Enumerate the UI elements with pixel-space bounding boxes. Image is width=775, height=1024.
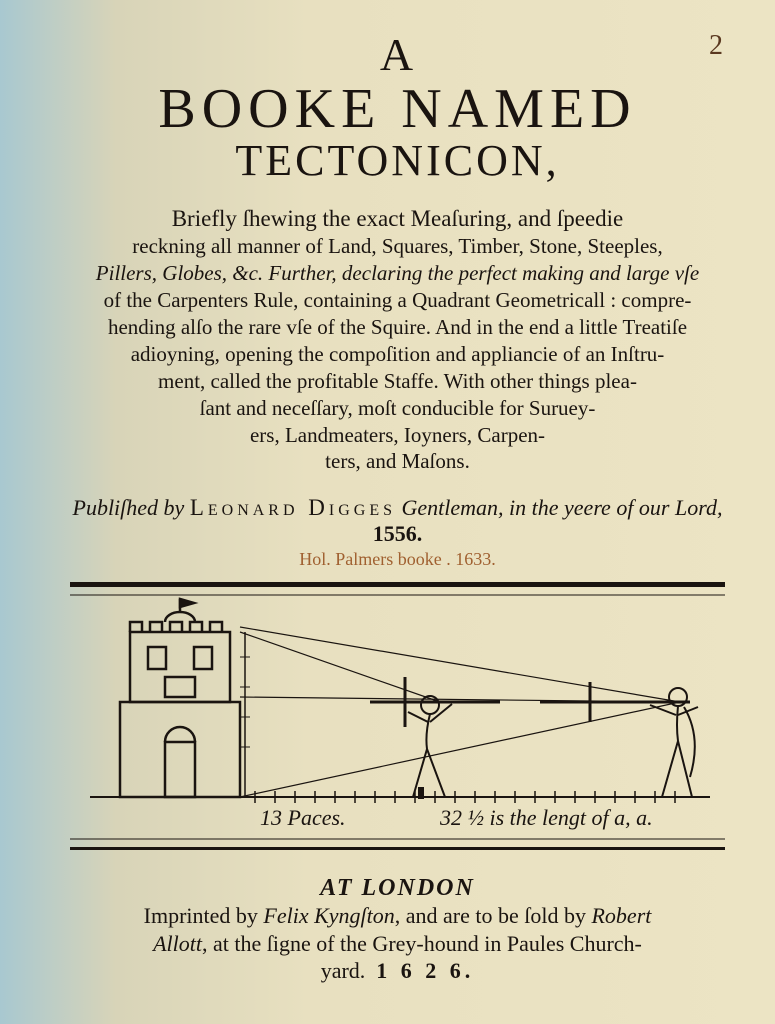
desc-line: ters, and Maſons. [325,449,470,473]
imprint-year: 1 6 2 6. [376,958,474,983]
desc-line: reckning all manner of Land, Squares, Ti… [132,234,662,258]
desc-line: ſant and neceſſary, moſt conducible for … [200,396,596,420]
handwritten-annotation: Hol. Palmers booke . 1633. [70,549,725,570]
desc-lead: Briefly ſhewing the exact Meaſuring, and… [172,206,624,231]
published-prefix: Publiſhed by [73,495,185,520]
woodcut-caption-right: 32 ½ is the lengt of a, a. [439,805,653,830]
page-number-annotation: 2 [709,30,723,62]
desc-line: ers, Landmeaters, Ioyners, Carpen- [250,423,545,447]
author-name: Leonard Digges [190,495,396,520]
title-line-1: A [70,28,725,81]
published-suffix: Gentleman, in the yeere of our Lord, [402,495,723,520]
woodcut-caption-left: 13 Paces. [260,805,346,830]
title-line-3: TECTONICON, [70,135,725,186]
title-page: A BOOKE NAMED TECTONICON, Briefly ſhewin… [0,0,775,1005]
desc-line: of the Carpenters Rule, containing a Qua… [104,288,692,312]
imprint-text: Imprinted by [144,903,264,928]
description-block: Briefly ſhewing the exact Meaſuring, and… [78,204,718,475]
seller-name: Robert [591,903,651,928]
surveyor-sighting-icon [650,688,698,797]
imprint-block: Imprinted by Felix Kyngſton, and are to … [98,902,698,985]
title-line-2: BOOKE NAMED [70,77,725,141]
printer-name: Felix Kyngſton [263,903,394,928]
surveyor-walking-icon [408,696,452,797]
desc-line: ment, called the profitable Staffe. With… [158,369,637,393]
seller-name-2: Allott [153,931,202,956]
woodcut-illustration: 13 Paces. 32 ½ is the lengt of a, a. [70,582,725,850]
published-year: 1556. [373,521,423,546]
desc-line: hending alſo the rare vſe of the Squire.… [108,315,687,339]
imprint-text: , at the ſigne of the Grey-hound in Paul… [202,931,642,956]
desc-line-italic: Pillers, Globes, &c. Further, declaring … [96,261,699,285]
imprint-text: yard. [321,958,366,983]
published-line: Publiſhed by Leonard Digges Gentleman, i… [70,495,725,547]
imprint-text: , and are to be ſold by [395,903,592,928]
desc-line: adioyning, opening the compoſition and a… [131,342,665,366]
tower-icon [120,599,250,797]
imprint-location: AT LONDON [70,875,725,902]
